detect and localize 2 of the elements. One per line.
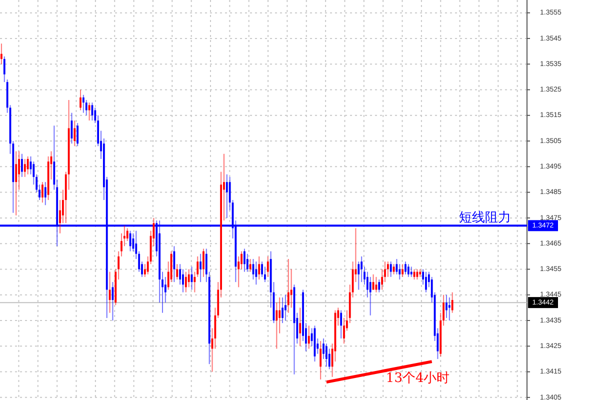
- annotation: 短线阻力: [459, 210, 511, 226]
- annotation: 13个4小时: [386, 370, 450, 386]
